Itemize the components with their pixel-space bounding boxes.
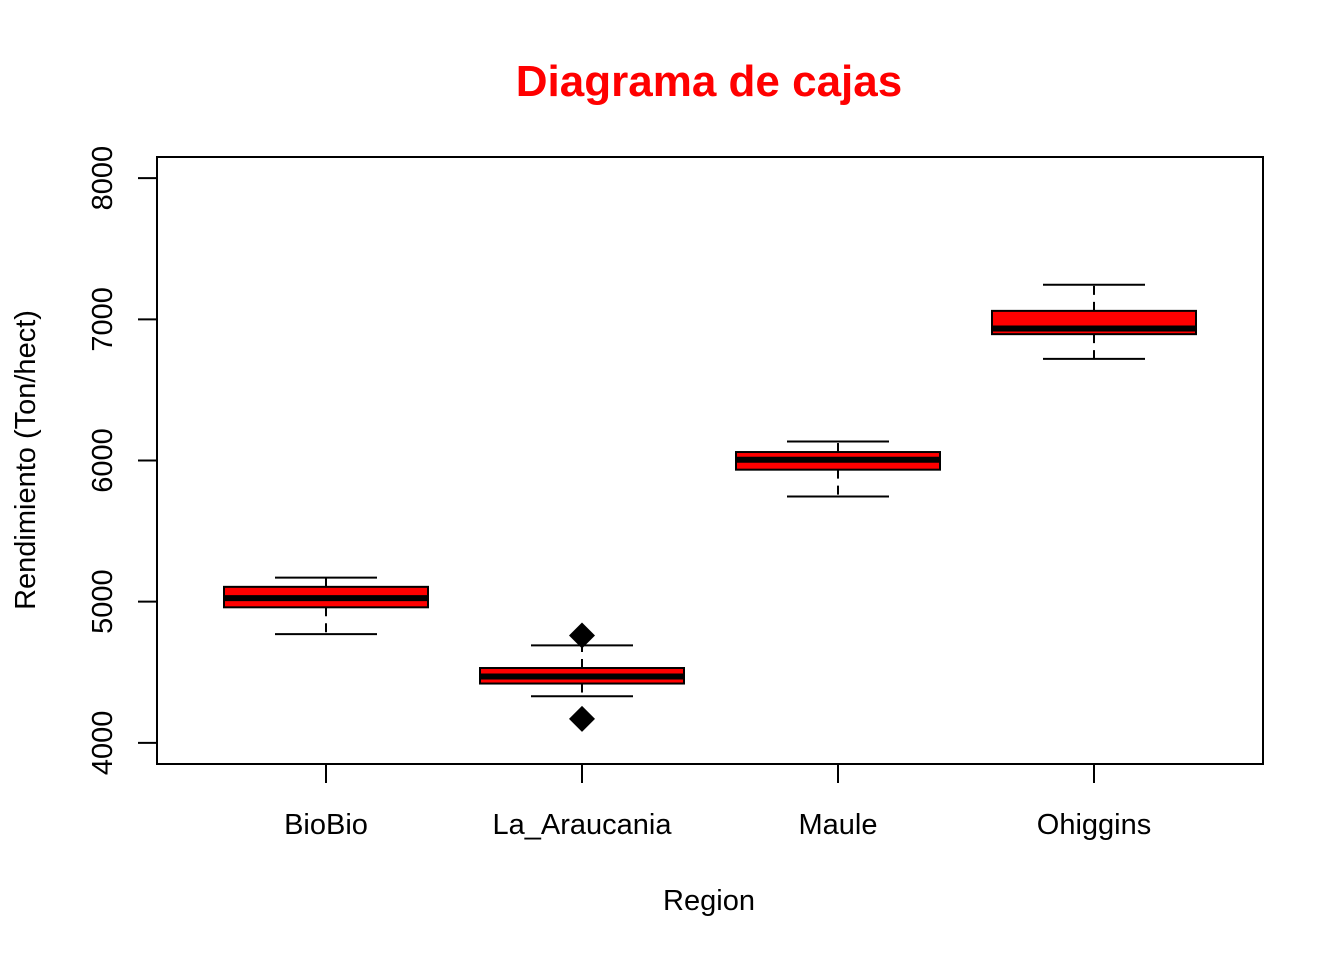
y-tick-label-8000: 8000 (87, 146, 119, 211)
box-Maule (735, 440, 941, 498)
chart-title: Diagrama de cajas (516, 57, 902, 106)
y-tick-label-6000: 6000 (87, 428, 119, 493)
y-axis-label: Rendimiento (Ton/hect) (10, 310, 42, 610)
y-tick-label-4000: 4000 (87, 711, 119, 776)
box-BioBio (223, 576, 429, 636)
x-tick-label-Maule: Maule (799, 809, 878, 841)
x-tick-label-BioBio: BioBio (284, 809, 368, 841)
boxes-group (223, 283, 1197, 732)
outlier-point (569, 705, 595, 732)
outlier-point (569, 622, 595, 649)
x-tick-label-La_Araucania: La_Araucania (493, 809, 673, 841)
y-axis: 4000 5000 6000 7000 8000 (87, 146, 157, 775)
x-tick-label-Ohiggins: Ohiggins (1037, 809, 1151, 841)
y-tick-label-7000: 7000 (87, 287, 119, 352)
y-tick-label-5000: 5000 (87, 569, 119, 634)
plot-frame (156, 156, 1264, 765)
box-Ohiggins (991, 283, 1197, 360)
box-La_Araucania (479, 622, 685, 732)
x-axis-label: Region (663, 885, 755, 917)
x-axis: BioBio La_Araucania Maule Ohiggins (284, 764, 1151, 841)
